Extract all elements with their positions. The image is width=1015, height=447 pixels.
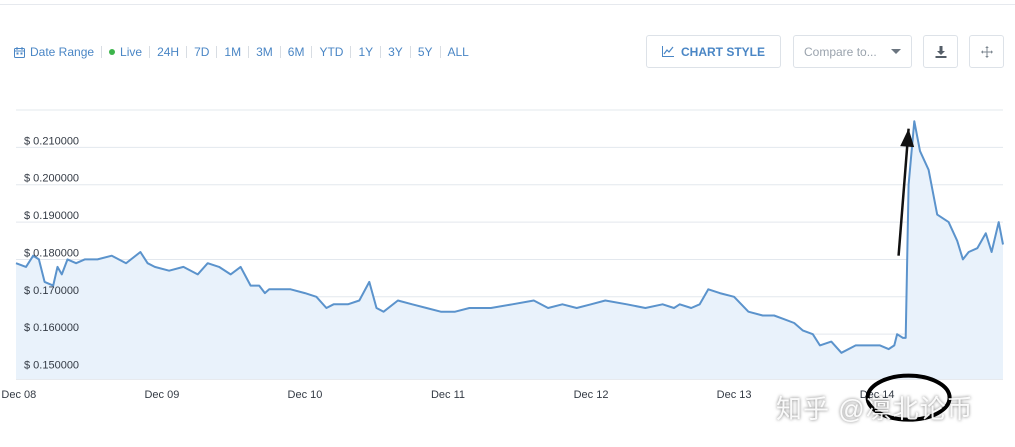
x-tick-label: Dec 09 xyxy=(144,389,179,401)
live-dot-icon xyxy=(109,49,116,55)
calendar-icon xyxy=(14,46,25,58)
toolbar-divider xyxy=(380,46,382,58)
compare-select[interactable]: Compare to... xyxy=(793,35,912,68)
chevron-down-icon xyxy=(891,49,901,54)
bar-chart-icon xyxy=(662,46,674,57)
compare-placeholder: Compare to... xyxy=(804,44,877,59)
live-button[interactable]: Live xyxy=(120,45,143,59)
range-toolbar: Date Range Live 24H 7D 1M 3M 6M YTD 1Y 3Y 5Y ALL xyxy=(14,44,469,60)
toolbar-divider xyxy=(279,46,281,58)
toolbar-divider xyxy=(248,46,250,58)
toolbar-divider xyxy=(149,46,151,58)
y-tick-label: $ 0.200000 xyxy=(24,173,79,185)
y-tick-label: $ 0.180000 xyxy=(24,247,79,259)
y-tick-label: $ 0.190000 xyxy=(24,210,79,222)
y-tick-label: $ 0.210000 xyxy=(24,135,79,147)
range-button-6m[interactable]: 6M xyxy=(287,45,305,59)
date-range-button[interactable]: Date Range xyxy=(30,45,95,59)
toolbar-divider xyxy=(311,46,313,58)
move-button[interactable] xyxy=(969,35,1004,68)
toolbar-divider xyxy=(101,46,103,58)
range-button-3m[interactable]: 3M xyxy=(256,45,273,59)
watermark-text: 知乎 @凛北论币 xyxy=(776,394,974,424)
toolbar-divider xyxy=(409,46,411,58)
download-button[interactable] xyxy=(923,35,958,68)
x-tick-label: Dec 12 xyxy=(574,389,609,401)
price-chart: $ 0.150000 $ 0.160000 $ 0.170000 $ 0.180000… xyxy=(1,109,1004,422)
x-tick-label: Dec 10 xyxy=(288,389,323,401)
y-tick-label: $ 0.160000 xyxy=(24,322,79,334)
series-area xyxy=(16,121,1003,379)
y-tick-label: $ 0.150000 xyxy=(24,360,79,372)
y-tick-label: $ 0.170000 xyxy=(24,285,79,297)
range-button-1y[interactable]: 1Y xyxy=(358,45,374,59)
range-button-3y[interactable]: 3Y xyxy=(388,45,403,59)
toolbar-divider xyxy=(186,46,188,58)
series-line xyxy=(15,120,1004,354)
annotation-ellipse xyxy=(865,373,952,422)
range-button-24h[interactable]: 24H xyxy=(157,45,180,59)
chart-style-label: CHART STYLE xyxy=(681,44,765,59)
range-button-7d[interactable]: 7D xyxy=(194,45,210,59)
x-tick-label: Dec 11 xyxy=(431,389,465,401)
move-icon xyxy=(980,45,993,58)
toolbar-divider xyxy=(439,46,441,58)
download-icon xyxy=(935,45,946,58)
chart-style-button[interactable]: CHART STYLE xyxy=(646,35,781,68)
annotation-arrow xyxy=(897,128,910,256)
toolbar-divider xyxy=(216,46,218,58)
range-button-all[interactable]: ALL xyxy=(447,45,469,59)
annotation-arrowhead xyxy=(900,128,915,148)
range-buttons: 24H 7D 1M 3M 6M YTD 1Y 3Y 5Y ALL xyxy=(142,45,469,59)
toolbar-divider xyxy=(350,46,352,58)
range-button-1m[interactable]: 1M xyxy=(224,45,242,59)
x-tick-label: Dec 13 xyxy=(717,389,752,401)
range-button-ytd[interactable]: YTD xyxy=(319,45,344,59)
x-tick-label: Dec 08 xyxy=(1,389,36,401)
range-button-5y[interactable]: 5Y xyxy=(417,45,433,59)
top-divider xyxy=(0,4,1015,5)
